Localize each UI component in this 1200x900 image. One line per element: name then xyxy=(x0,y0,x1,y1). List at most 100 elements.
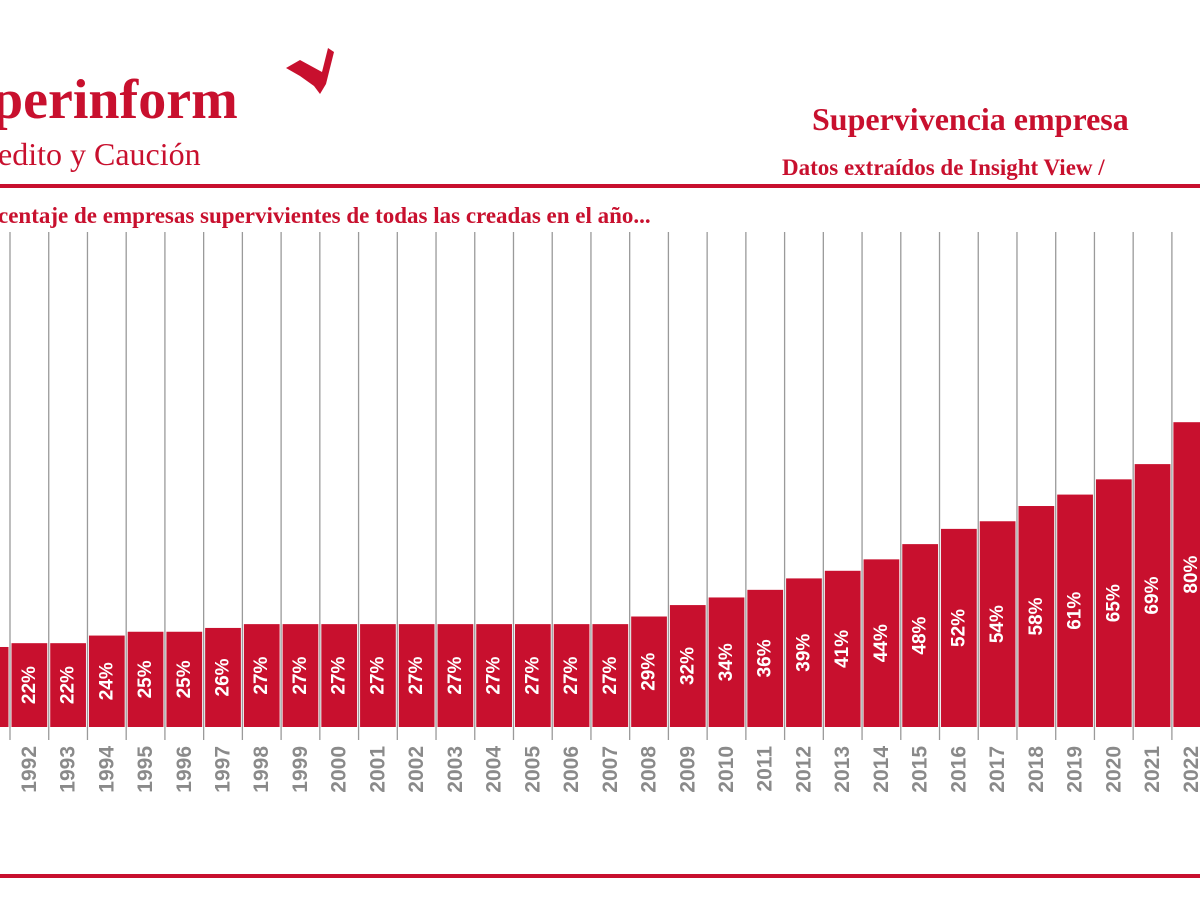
bar-1992 xyxy=(11,643,48,727)
value-label: 52% xyxy=(948,609,969,647)
year-label: 2014 xyxy=(870,746,893,793)
value-label: 58% xyxy=(1026,597,1047,635)
value-label: 65% xyxy=(1103,584,1124,622)
value-label: 27% xyxy=(522,656,543,694)
year-label: 2006 xyxy=(560,746,583,793)
value-label: 39% xyxy=(793,634,814,672)
bar-2005 xyxy=(514,624,551,727)
chart-subtitle: centaje de empresas supervivientes de to… xyxy=(0,203,651,228)
value-label: 27% xyxy=(290,656,311,694)
bar-1997 xyxy=(205,627,241,727)
value-label: 27% xyxy=(406,656,427,694)
year-label: 2002 xyxy=(405,746,428,793)
bar-2001 xyxy=(360,624,396,727)
year-label: 2009 xyxy=(676,746,699,793)
bar-2013 xyxy=(824,570,861,727)
chart-source: Datos extraídos de Insight View / xyxy=(782,155,1105,180)
value-label: 21% xyxy=(0,668,1,706)
bar-2003 xyxy=(437,624,474,727)
year-label: 2005 xyxy=(521,746,544,793)
value-label: 34% xyxy=(716,643,737,681)
year-label: 2003 xyxy=(444,746,467,793)
bar-1998 xyxy=(243,624,280,727)
bar-2011 xyxy=(747,589,784,727)
bar-2021 xyxy=(1134,464,1171,727)
year-label: 2022 xyxy=(1180,746,1200,793)
year-label: 1992 xyxy=(18,746,41,793)
bar-2007 xyxy=(592,624,629,727)
bar-1995 xyxy=(127,631,164,727)
year-label: 2004 xyxy=(483,746,506,793)
value-label: 25% xyxy=(174,660,195,698)
plane-icon xyxy=(286,48,334,94)
bar-2009 xyxy=(669,605,706,727)
brand-subtitle: edito y Caución xyxy=(0,136,201,172)
year-label: 1999 xyxy=(289,746,312,793)
bar-2012 xyxy=(786,578,822,727)
year-label: 2019 xyxy=(1064,746,1087,793)
value-label: 54% xyxy=(987,605,1008,643)
year-label: 2011 xyxy=(754,746,777,792)
year-label: 1991 xyxy=(0,746,2,793)
value-label: 69% xyxy=(1142,576,1163,614)
bar-2014 xyxy=(863,559,900,727)
gridlines xyxy=(9,232,1173,740)
year-label: 2008 xyxy=(638,746,661,793)
year-label: 2020 xyxy=(1102,746,1125,793)
bar-2002 xyxy=(398,624,435,727)
year-label: 2017 xyxy=(986,746,1009,793)
bar-2019 xyxy=(1057,494,1093,727)
bar-2010 xyxy=(708,597,745,727)
footer-rule xyxy=(0,874,1200,878)
year-label: 2015 xyxy=(909,746,932,793)
year-label: 2012 xyxy=(792,746,815,793)
year-label: 2007 xyxy=(599,746,622,793)
value-label: 27% xyxy=(251,656,272,694)
bar-2022 xyxy=(1173,422,1200,727)
bar-2006 xyxy=(553,624,590,727)
value-label: 61% xyxy=(1065,592,1086,630)
bar-2004 xyxy=(476,624,512,727)
bar-1993 xyxy=(50,643,86,727)
bar-1991 xyxy=(0,646,9,727)
value-label: 27% xyxy=(367,656,388,694)
value-labels: 21% 22% 22% 24% 25% 25% 26% 27% 27% 27% 27% 27% 27% 2… xyxy=(0,555,1200,706)
bar-1996 xyxy=(166,631,203,727)
bar-2018 xyxy=(1018,506,1055,727)
bar-2017 xyxy=(979,521,1016,727)
value-label: 36% xyxy=(755,639,776,677)
bar-2016 xyxy=(941,528,977,727)
value-label: 22% xyxy=(58,666,79,704)
year-label: 1998 xyxy=(250,746,273,793)
value-label: 27% xyxy=(484,656,505,694)
bar-2015 xyxy=(902,544,939,727)
value-label: 25% xyxy=(135,660,156,698)
year-label: 2000 xyxy=(328,746,351,793)
year-label: 2021 xyxy=(1141,746,1164,793)
bar-2020 xyxy=(1095,479,1132,727)
value-label: 44% xyxy=(871,624,892,662)
bar-2008 xyxy=(631,616,667,727)
bars xyxy=(0,422,1200,727)
value-label: 29% xyxy=(639,653,660,691)
value-label: 32% xyxy=(677,647,698,685)
value-label: 24% xyxy=(96,662,117,700)
value-label: 26% xyxy=(213,658,234,696)
year-label: 1995 xyxy=(134,746,157,793)
value-label: 41% xyxy=(832,630,853,668)
value-label: 48% xyxy=(910,616,931,654)
value-label: 22% xyxy=(19,666,40,704)
year-label: 1994 xyxy=(95,746,118,793)
bar-1994 xyxy=(88,635,125,727)
year-label: 1993 xyxy=(57,746,80,793)
year-label: 2001 xyxy=(366,746,389,793)
logo: perinform edito y Caución xyxy=(0,48,334,172)
year-label: 2016 xyxy=(947,746,970,793)
value-label: 27% xyxy=(600,656,621,694)
value-label: 80% xyxy=(1181,555,1200,593)
value-label: 27% xyxy=(329,656,350,694)
value-label: 27% xyxy=(561,656,582,694)
value-label: 27% xyxy=(445,656,466,694)
brand-name: perinform xyxy=(0,69,238,131)
